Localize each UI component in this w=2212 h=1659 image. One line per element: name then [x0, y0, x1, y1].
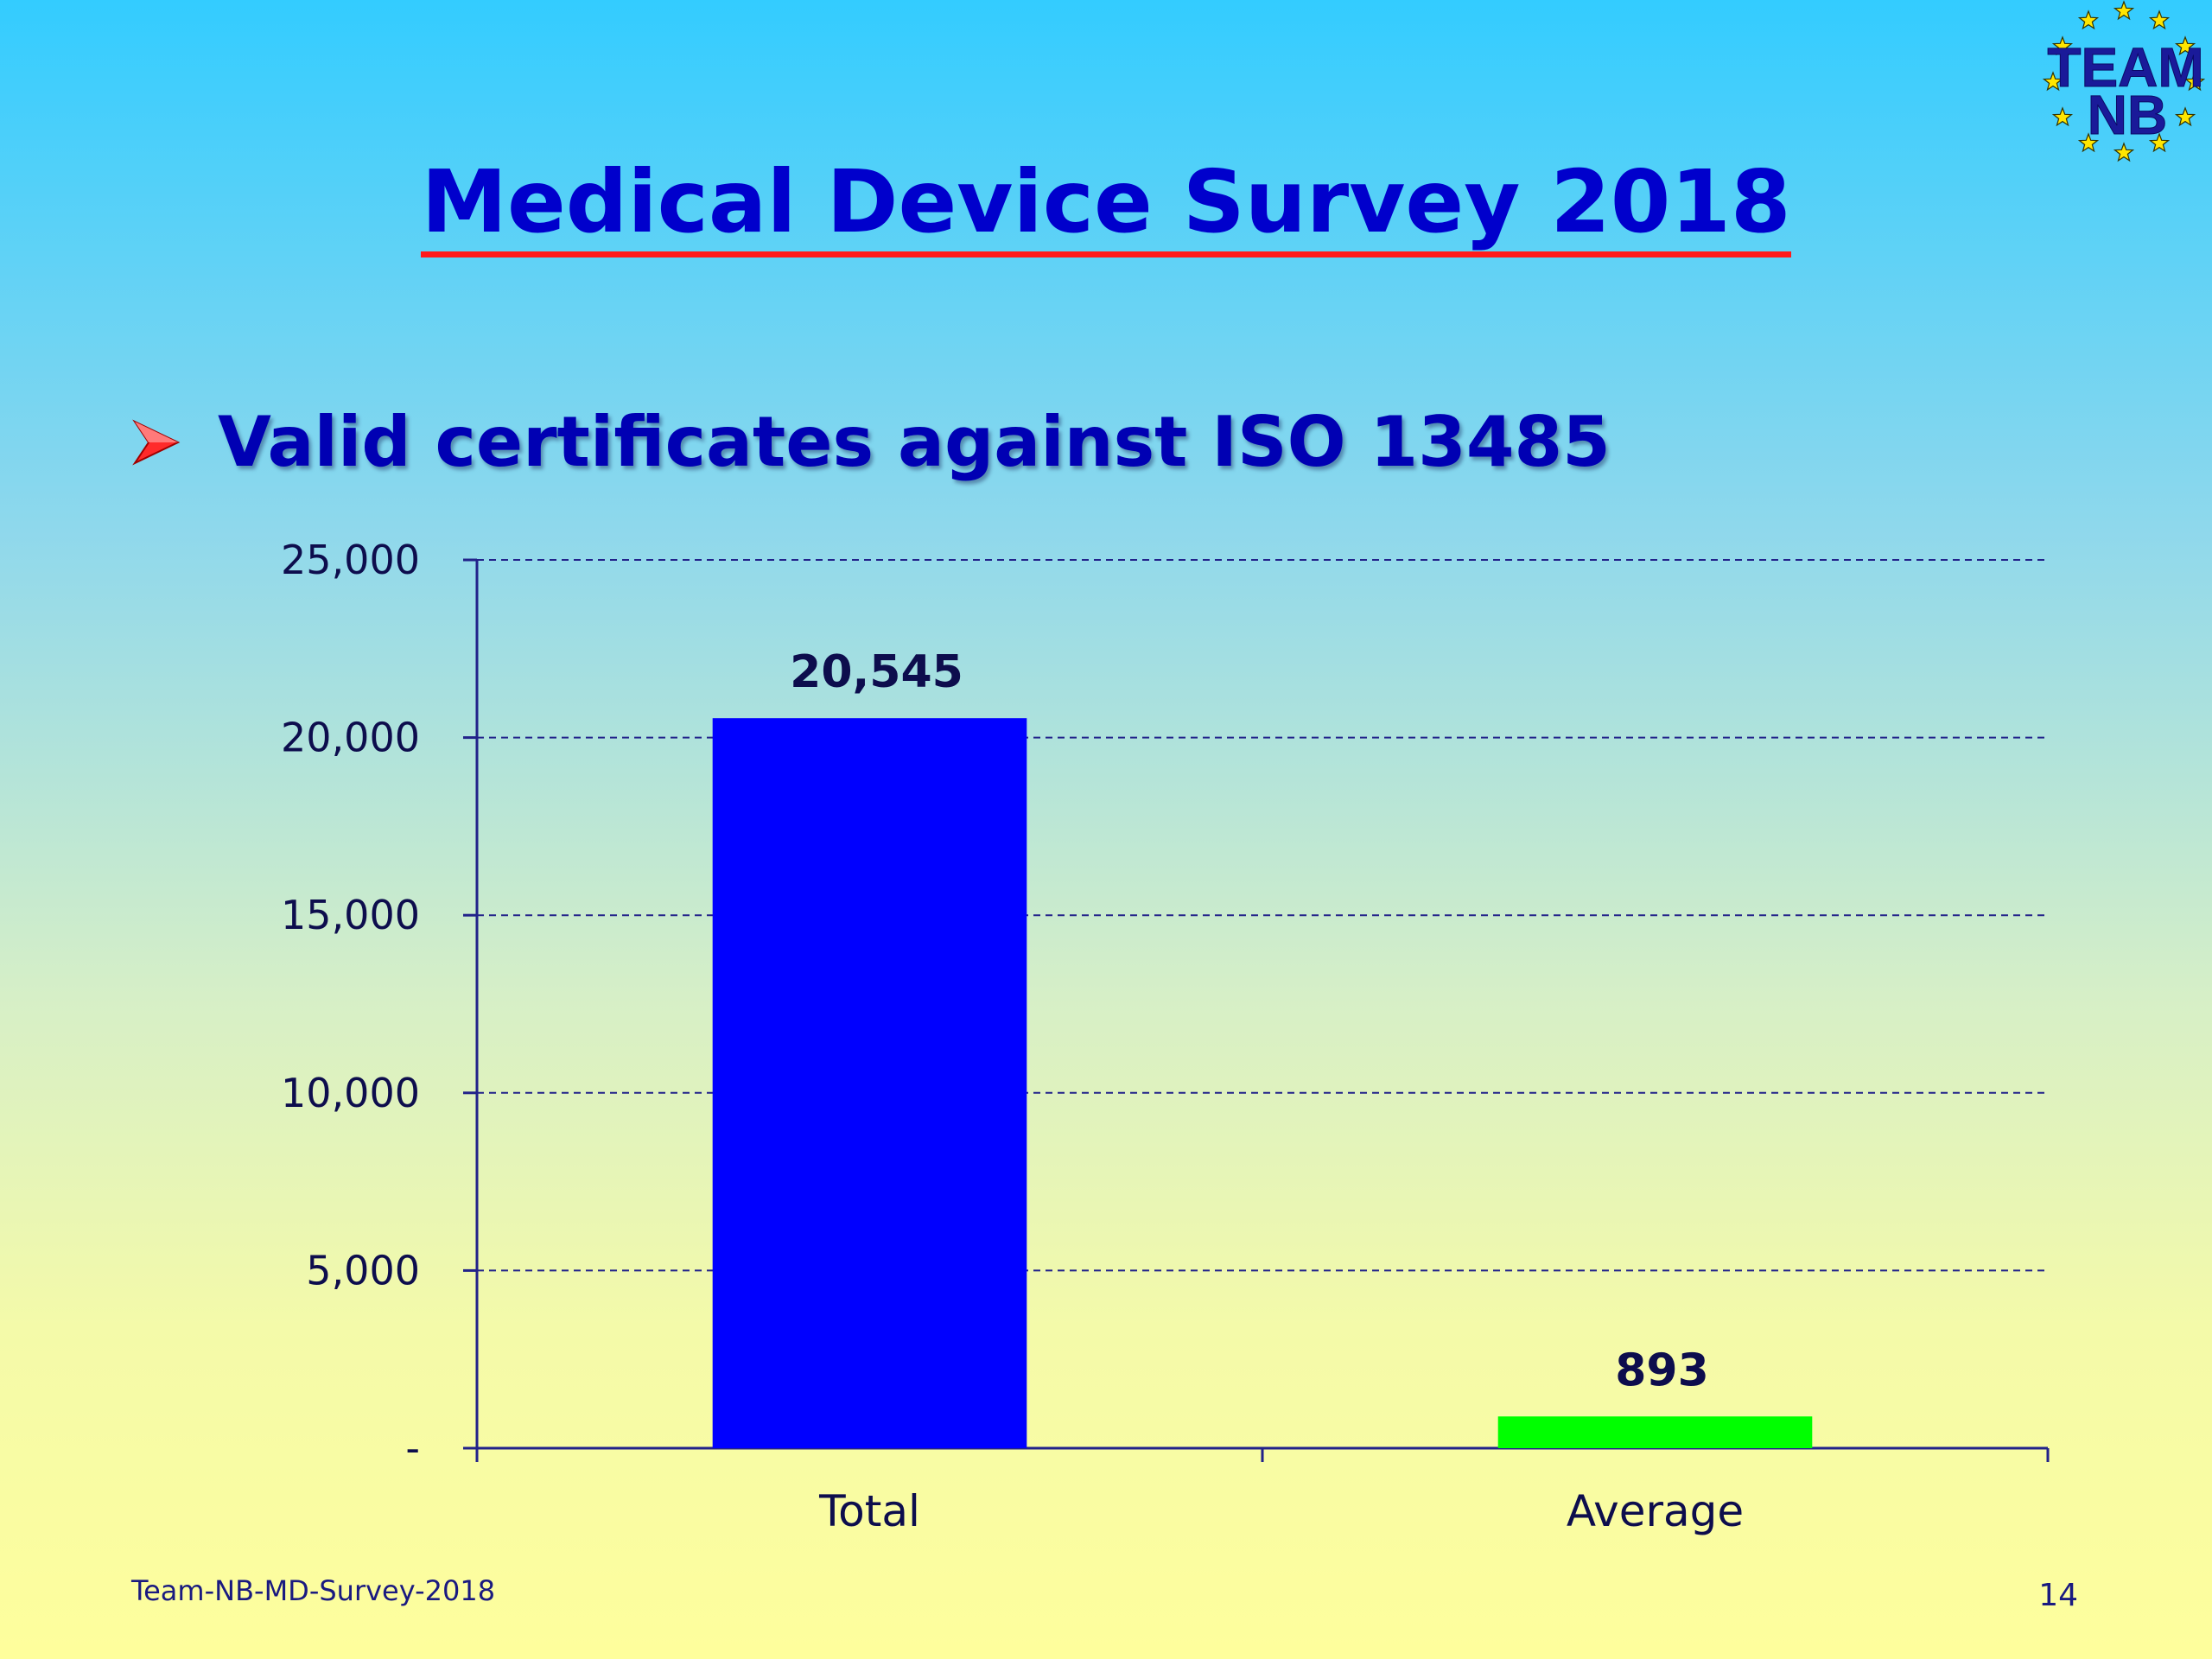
logo-star: [2051, 35, 2074, 56]
logo-star: [2077, 132, 2100, 153]
x-tick-label: Average: [1567, 1486, 1744, 1536]
y-tick-label: 20,000: [281, 715, 420, 761]
page-number: 14: [2038, 1578, 2078, 1613]
bar-average: [1497, 1416, 1813, 1448]
arrow-bullet-icon: [132, 419, 181, 465]
y-tick-label: 15,000: [281, 892, 420, 938]
logo-star: [2051, 106, 2074, 127]
slide-title: Medical Device Survey 2018: [0, 151, 2212, 257]
bar-chart: - 5,000 10,000 15,000 20,000 25,000 20,545 Tota…: [281, 537, 2050, 1536]
logo-text-top: TEAM: [2047, 36, 2203, 99]
team-nb-logo: TEAM NB: [2042, 0, 2206, 162]
y-tick-label: 10,000: [281, 1070, 420, 1116]
logo-star: [2113, 0, 2135, 21]
y-tick-label: 25,000: [281, 537, 420, 583]
x-tick-label: Total: [818, 1486, 920, 1536]
logo-star: [2148, 132, 2171, 153]
logo-star: [2174, 35, 2196, 56]
eu-star-circle-icon: [2042, 0, 2206, 162]
logo-star: [2042, 71, 2064, 92]
logo-star: [2148, 10, 2171, 30]
logo-star: [2113, 142, 2135, 162]
y-tick-label: -: [405, 1425, 420, 1471]
bullet-item: Valid certificates against ISO 13485: [130, 402, 1611, 482]
data-label: 20,545: [790, 646, 963, 698]
bar-total: [712, 718, 1027, 1448]
bullet-text: Valid certificates against ISO 13485: [218, 402, 1611, 482]
footer-label: Team-NB-MD-Survey-2018: [131, 1574, 496, 1607]
slide-title-text: Medical Device Survey 2018: [421, 152, 1791, 257]
logo-text-bottom: NB: [2088, 84, 2167, 146]
logo-star: [2183, 71, 2206, 92]
logo-star: [2174, 106, 2196, 127]
logo-star: [2077, 10, 2100, 30]
data-label: 893: [1615, 1344, 1709, 1396]
y-tick-label: 5,000: [306, 1247, 420, 1294]
